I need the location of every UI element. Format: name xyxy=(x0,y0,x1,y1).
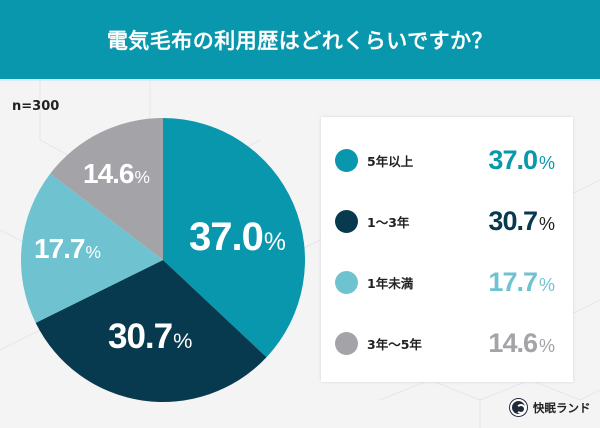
legend-dot-icon xyxy=(335,209,358,233)
legend-label: 5年以上 xyxy=(367,153,414,169)
sample-size-label: n=300 xyxy=(12,99,60,114)
pie-label-5yr-plus: 37.0% xyxy=(189,215,286,259)
title-banner: 電気毛布の利用歴はどれくらいですか？ xyxy=(0,0,600,79)
legend-item-under-1yr: 1年未満 17.7% xyxy=(321,262,573,302)
pie-slice-1-3yr xyxy=(35,260,267,402)
legend-value: 14.6% xyxy=(488,327,555,358)
legend-label: 3年〜5年 xyxy=(367,336,422,352)
legend-value: 30.7% xyxy=(488,205,555,236)
legend-item-3-5yr: 3年〜5年 14.6% xyxy=(321,323,573,363)
divider xyxy=(0,79,600,81)
chart-title: 電気毛布の利用歴はどれくらいですか？ xyxy=(106,28,494,53)
legend-value: 17.7% xyxy=(488,266,555,297)
pie-label-3-5yr: 14.6% xyxy=(83,158,150,189)
pie-slice-3-5yr xyxy=(50,117,163,260)
legend-dot-icon xyxy=(335,270,358,294)
legend-value: 37.0% xyxy=(488,144,555,175)
pie-slice-5yr-plus xyxy=(163,118,305,358)
legend-dot-icon xyxy=(335,331,358,355)
pie-slice-under-1yr xyxy=(20,173,164,323)
brand-footer: 快眠ランド xyxy=(510,399,591,416)
legend-item-1-3yr: 1〜3年 30.7% xyxy=(321,201,573,241)
legend-item-5yr-plus: 5年以上 37.0% xyxy=(321,140,573,180)
pie-label-1-3yr: 30.7% xyxy=(108,317,192,356)
legend-label: 1年未満 xyxy=(367,275,414,291)
legend-dot-icon xyxy=(335,148,358,172)
brand-name: 快眠ランド xyxy=(533,400,591,415)
pie-label-under-1yr: 17.7% xyxy=(34,233,101,264)
brand-logo-icon xyxy=(510,399,527,416)
legend-panel: 5年以上 37.0% 1〜3年 30.7% 1年未満 17.7% 3年〜5年 1… xyxy=(321,117,573,382)
legend-label: 1〜3年 xyxy=(367,214,410,230)
